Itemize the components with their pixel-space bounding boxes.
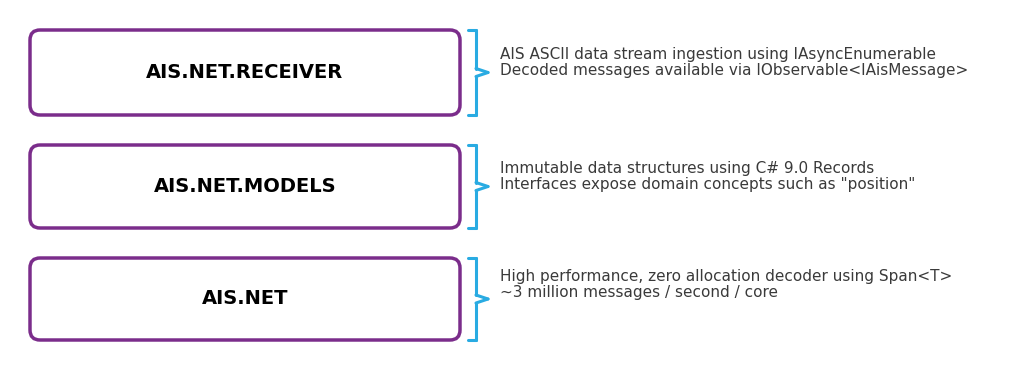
FancyBboxPatch shape xyxy=(30,30,460,115)
Text: AIS.NET.MODELS: AIS.NET.MODELS xyxy=(154,177,336,196)
FancyBboxPatch shape xyxy=(30,258,460,340)
Text: High performance, zero allocation decoder using Span<T>: High performance, zero allocation decode… xyxy=(500,269,952,284)
Text: AIS ASCII data stream ingestion using IAsyncEnumerable: AIS ASCII data stream ingestion using IA… xyxy=(500,47,936,62)
Text: Immutable data structures using C# 9.0 Records: Immutable data structures using C# 9.0 R… xyxy=(500,161,874,176)
Text: AIS.NET: AIS.NET xyxy=(202,289,288,308)
Text: AIS.NET.RECEIVER: AIS.NET.RECEIVER xyxy=(146,63,344,82)
Text: Decoded messages available via IObservable<IAisMessage>: Decoded messages available via IObservab… xyxy=(500,63,969,78)
Text: Interfaces expose domain concepts such as "position": Interfaces expose domain concepts such a… xyxy=(500,177,915,192)
Text: ~3 million messages / second / core: ~3 million messages / second / core xyxy=(500,286,778,300)
FancyBboxPatch shape xyxy=(30,145,460,228)
